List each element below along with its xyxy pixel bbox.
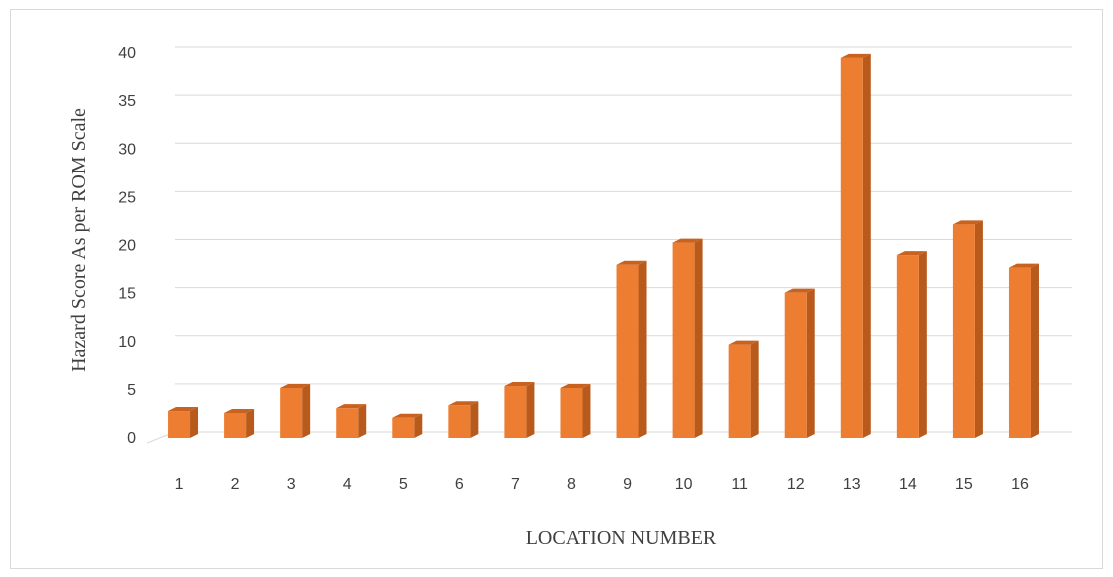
x-axis-ticks: 1 2 3 4 5 6 7 8 9 10 11 12 13 14 15 16 bbox=[175, 476, 1029, 493]
x-tick-label: 6 bbox=[455, 476, 464, 493]
y-tick-label: 20 bbox=[118, 238, 136, 255]
y-axis-ticks: 0 5 10 15 20 25 30 35 40 bbox=[118, 45, 136, 447]
bar bbox=[840, 53, 871, 438]
y-tick-label: 5 bbox=[127, 382, 136, 399]
x-tick-label: 2 bbox=[231, 476, 240, 493]
x-tick-label: 13 bbox=[843, 476, 861, 493]
x-axis-title: LOCATION NUMBER bbox=[526, 527, 717, 549]
x-tick-label: 14 bbox=[899, 476, 917, 493]
y-tick-label: 35 bbox=[118, 93, 136, 110]
y-tick-label: 15 bbox=[118, 286, 136, 303]
y-tick-label: 25 bbox=[118, 189, 136, 206]
gridlines bbox=[146, 46, 1072, 444]
x-tick-label: 11 bbox=[731, 476, 748, 493]
bar bbox=[784, 288, 815, 438]
x-tick-label: 15 bbox=[955, 476, 973, 493]
x-tick-label: 16 bbox=[1011, 476, 1029, 493]
x-tick-label: 5 bbox=[399, 476, 408, 493]
bar bbox=[504, 382, 535, 438]
bar bbox=[336, 404, 367, 438]
bar bbox=[448, 401, 479, 438]
x-tick-label: 1 bbox=[175, 476, 184, 493]
bar bbox=[280, 383, 311, 438]
bar bbox=[952, 220, 983, 438]
bar bbox=[224, 408, 255, 438]
x-tick-label: 8 bbox=[567, 476, 576, 493]
bar bbox=[672, 238, 703, 438]
bar bbox=[616, 260, 647, 438]
x-tick-label: 7 bbox=[511, 476, 520, 493]
x-tick-label: 12 bbox=[787, 476, 805, 493]
x-tick-label: 9 bbox=[623, 476, 632, 493]
bar bbox=[392, 413, 423, 438]
x-tick-label: 3 bbox=[287, 476, 296, 493]
y-axis-title: Hazard Score As per ROM Scale bbox=[68, 108, 90, 372]
y-tick-label: 40 bbox=[118, 45, 136, 62]
x-tick-label: 10 bbox=[675, 476, 693, 493]
bar bbox=[560, 383, 591, 438]
bar bbox=[896, 251, 927, 438]
y-tick-label: 10 bbox=[118, 334, 136, 351]
bar bbox=[1008, 263, 1039, 438]
bars bbox=[168, 53, 1039, 438]
x-tick-label: 4 bbox=[343, 476, 352, 493]
y-tick-label: 30 bbox=[118, 141, 136, 158]
bar bbox=[728, 340, 759, 438]
y-tick-label: 0 bbox=[127, 430, 136, 447]
bar bbox=[168, 407, 199, 438]
